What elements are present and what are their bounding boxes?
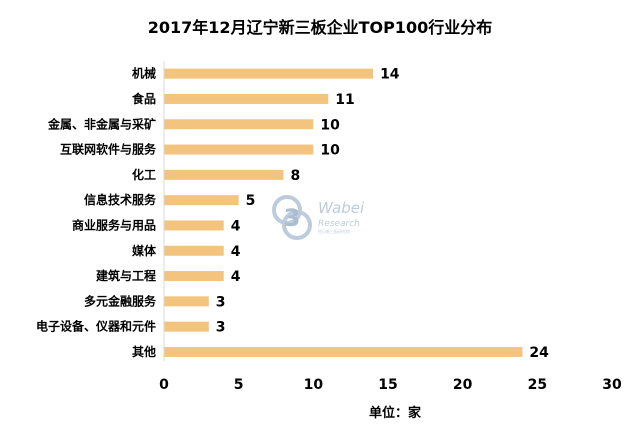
x-tick-label: 5 [234,377,244,393]
x-tick-label: 20 [453,377,473,393]
x-tick-label: 25 [528,377,547,393]
watermark-logo-ring-2 [282,210,312,240]
category-label: 媒体 [132,243,157,258]
watermark-tagline: 挖贝新三板研究院 [318,228,350,234]
category-label: 其他 [132,344,156,359]
bar-10 [164,321,209,332]
data-label: 4 [231,269,241,285]
data-label: 5 [246,193,256,209]
data-label: 10 [320,117,340,133]
data-label: 11 [335,92,354,108]
bar-1 [164,93,329,104]
bar-7 [164,245,224,256]
bars [164,68,523,357]
category-label: 机械 [132,66,156,81]
category-label: 信息技术服务 [84,192,157,207]
bar-5 [164,195,239,206]
x-tick-label: 10 [304,377,324,393]
bar-4 [164,169,284,180]
data-label: 10 [320,143,340,159]
bar-6 [164,220,224,231]
watermark-brand: Wabei [318,199,365,217]
data-label: 4 [231,244,241,260]
category-label: 化工 [132,167,156,182]
x-tick-label: 30 [602,377,622,393]
category-labels: 机械食品金属、非金属与采矿互联网软件与服务化工信息技术服务商业服务与用品媒体建筑… [36,66,157,359]
data-label: 4 [231,218,241,234]
chart-title: 2017年12月辽宁新三板企业TOP100行业分布 [148,18,492,37]
x-tick-label: 15 [378,377,397,393]
bar-11 [164,346,523,357]
category-label: 金属、非金属与采矿 [47,116,156,131]
watermark-logo-digit: 3 [284,204,301,232]
x-tick-label: 0 [159,377,169,393]
data-label: 3 [216,320,226,336]
watermark: 3 Wabei Research 挖贝新三板研究院 [272,195,365,240]
category-label: 商业服务与用品 [72,217,156,232]
bar-9 [164,296,209,307]
bar-3 [164,144,314,155]
x-axis-title: 单位：家 [369,405,422,421]
category-label: 食品 [131,91,156,106]
watermark-logo-ring [272,195,302,225]
data-label: 3 [216,294,226,310]
data-label: 24 [529,345,549,361]
category-label: 多元金融服务 [84,293,157,308]
x-axis-ticks: 0 5 10 15 20 25 30 [159,377,622,393]
watermark-brand-sub: Research [318,219,360,229]
bar-0 [164,68,374,79]
bar-8 [164,271,224,282]
bar-2 [164,119,314,130]
category-label: 电子设备、仪器和元件 [36,319,156,334]
data-label: 8 [290,168,300,184]
category-label: 互联网软件与服务 [60,142,157,157]
data-label: 14 [380,67,400,83]
category-label: 建筑与工程 [95,268,156,283]
